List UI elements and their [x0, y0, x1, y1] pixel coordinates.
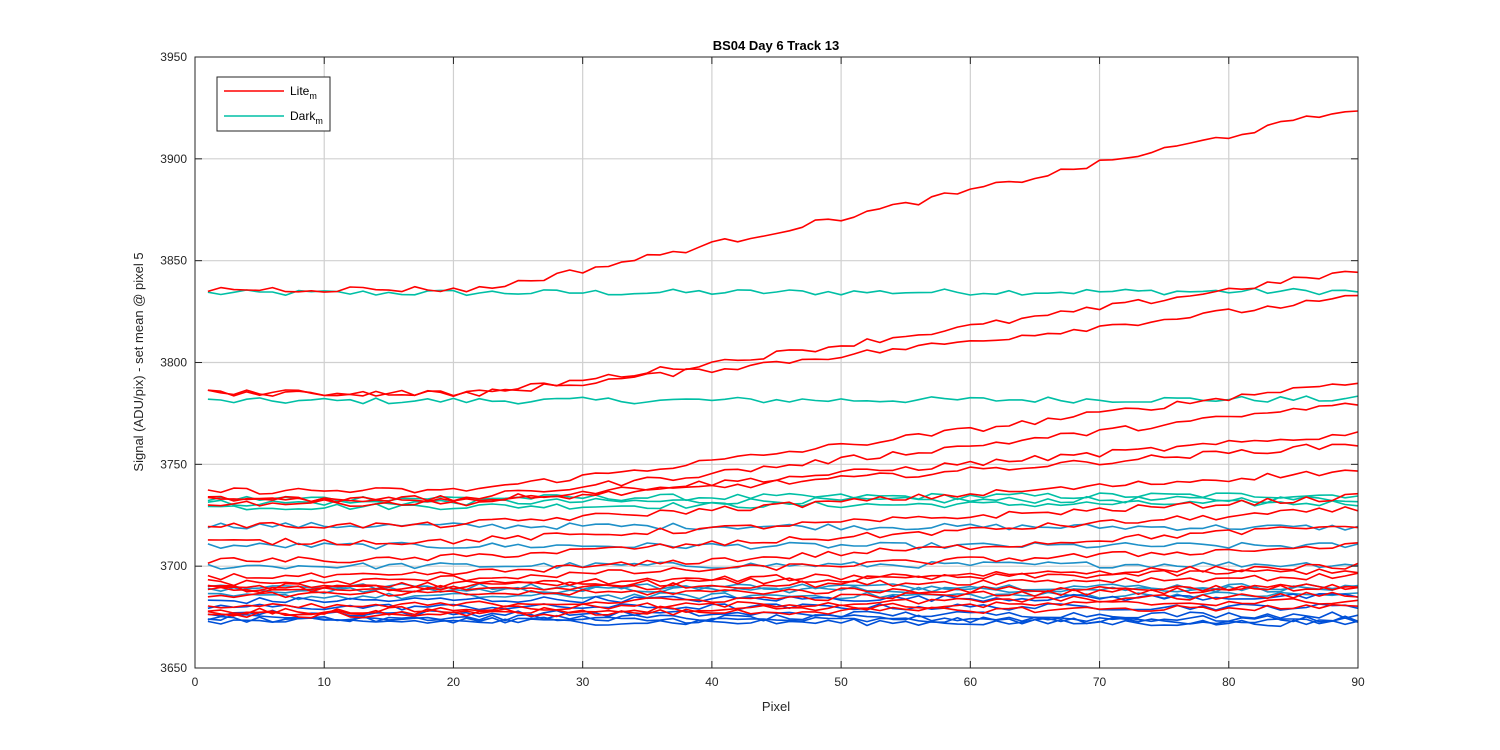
y-tick-label: 3950 [160, 50, 187, 64]
series-line-lite-0-0 [207, 110, 1359, 293]
series-line-lite-0-15 [207, 583, 1359, 599]
series-line-lite-0-4 [207, 402, 1359, 503]
series-line-dark-1-1 [207, 395, 1359, 405]
series-line-lite-0-3 [207, 382, 1359, 495]
series-line-lite-0-8 [207, 492, 1359, 546]
series-line-dark-2-2 [207, 560, 1359, 570]
x-tick-label: 40 [705, 675, 719, 689]
y-tick-label: 3850 [160, 254, 187, 268]
x-tick-label: 10 [318, 675, 332, 689]
series-line-dark-1-0 [207, 287, 1359, 297]
series-line-lite-0-9 [207, 506, 1359, 565]
series-line-lite-0-19 [207, 603, 1359, 619]
series-line-lite-0-7 [207, 469, 1359, 529]
x-tick-label: 50 [834, 675, 848, 689]
series-line-dark-3-4 [207, 615, 1359, 625]
series-line-lite-0-16 [207, 583, 1359, 609]
axis-ticks: 0 10 20 30 40 50 60 70 80 90 3650 3700 3750 3800 3850 3… [160, 50, 1365, 689]
series-line-lite-0-17 [207, 591, 1359, 615]
x-tick-label: 0 [192, 675, 199, 689]
series-line-dark-3-5 [207, 617, 1359, 628]
series-line-lite-0-18 [207, 597, 1359, 617]
series-line-dark-1-2 [207, 492, 1359, 503]
series-line-lite-0-14 [207, 572, 1359, 594]
series-line-lite-0-13 [207, 568, 1359, 593]
series-line-lite-0-2 [207, 294, 1359, 398]
y-tick-label: 3800 [160, 356, 187, 370]
x-tick-label: 70 [1093, 675, 1107, 689]
series-line-lite-0-12 [207, 562, 1359, 591]
data-series [207, 110, 1359, 628]
x-tick-label: 60 [964, 675, 978, 689]
y-tick-label: 3650 [160, 661, 187, 675]
x-tick-label: 80 [1222, 675, 1236, 689]
x-tick-label: 20 [447, 675, 461, 689]
y-tick-label: 3700 [160, 559, 187, 573]
y-tick-label: 3900 [160, 152, 187, 166]
legend: Litem Darkm [216, 76, 331, 132]
series-line-lite-0-6 [207, 443, 1359, 508]
series-line-dark-3-3 [207, 613, 1359, 623]
legend-label-dark: Darkm [290, 109, 323, 126]
series-line-dark-2-1 [207, 541, 1359, 550]
y-axis-label: Signal (ADU/pix) - set mean @ pixel 5 [131, 252, 146, 471]
x-tick-label: 30 [576, 675, 590, 689]
x-tick-label: 90 [1351, 675, 1365, 689]
legend-label-lite: Litem [290, 84, 317, 101]
series-line-lite-0-1 [207, 270, 1359, 397]
y-tick-label: 3750 [160, 457, 187, 471]
chart-title: BS04 Day 6 Track 13 [713, 38, 839, 53]
legend-box [216, 76, 331, 132]
series-line-lite-0-5 [207, 431, 1359, 503]
series-line-lite-0-11 [207, 542, 1359, 587]
x-axis-label: Pixel [762, 699, 790, 714]
series-line-lite-0-10 [207, 525, 1359, 581]
grid-lines [195, 57, 1358, 668]
